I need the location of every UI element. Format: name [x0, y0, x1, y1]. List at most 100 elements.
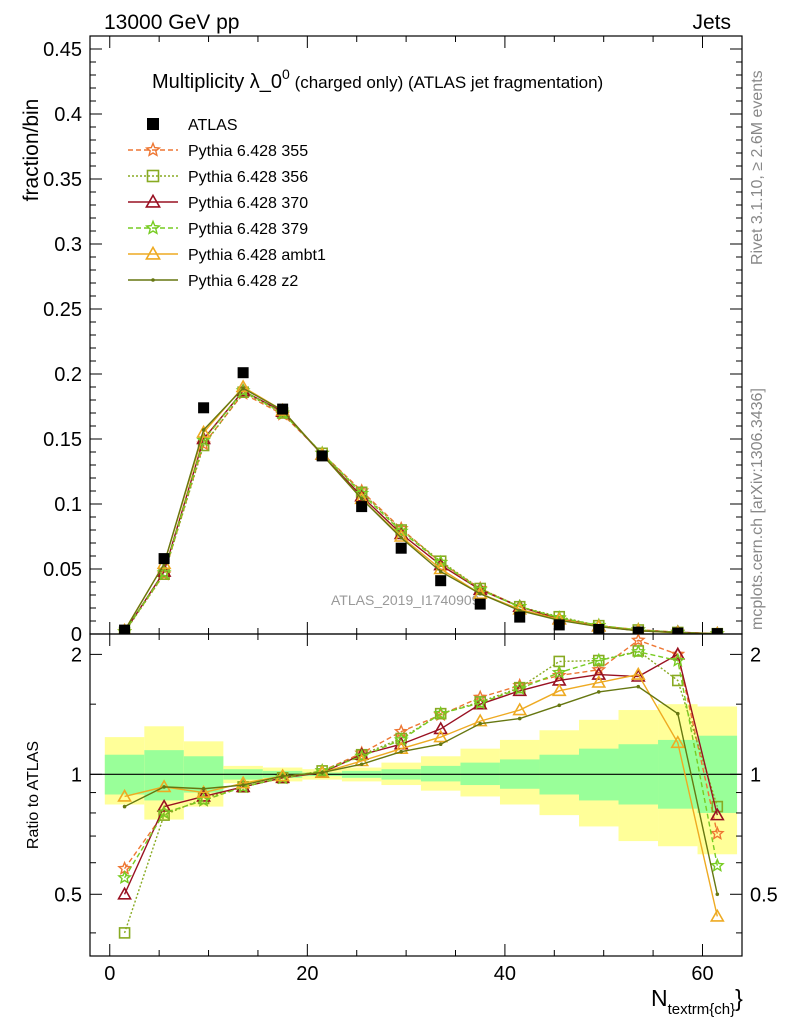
ratio-series-marker [433, 705, 449, 720]
ratio-series-marker [117, 869, 133, 885]
legend-entry: Pythia 6.428 355 [128, 141, 308, 160]
ratio-ytick-label-right: 0.5 [750, 884, 778, 906]
ratio-series-line [123, 653, 718, 895]
atlas-data-point [316, 450, 328, 462]
legend: ATLAS Pythia 6.428 355 Pythia 6.428 356 Pyt… [128, 117, 326, 290]
ratio-series-marker [709, 857, 725, 872]
ratio-series-marker [670, 652, 686, 667]
ratio-series-marker [472, 695, 488, 710]
watermark-label: ATLAS_2019_I1740909 [331, 592, 480, 608]
main-ytick-label: 0.4 [54, 104, 82, 126]
ratio-series-marker [196, 784, 211, 798]
ratio-series-marker [117, 886, 132, 900]
main-series-marker [472, 586, 488, 599]
legend-label: Pythia 6.428 355 [188, 143, 308, 160]
atlas-data-point [198, 402, 210, 414]
ratio-series-marker [359, 762, 364, 767]
legend-marker [147, 118, 159, 130]
ratio-ylabel: Ratio to ATLAS [25, 741, 42, 849]
ratio-series-marker [156, 798, 172, 812]
main-series-marker [196, 432, 212, 447]
main-series-atlas [119, 367, 723, 634]
ratio-series-marker [354, 748, 370, 763]
atlas-data-point [435, 575, 447, 587]
legend-entry: ATLAS [147, 117, 238, 134]
main-series-marker [196, 424, 211, 438]
ratio-series-marker [551, 683, 567, 697]
x-axis-label-sub: textrm{ch} [668, 1001, 736, 1018]
ratio-series-marker [670, 735, 686, 749]
atlas-data-point [395, 542, 407, 554]
main-series-marker [359, 497, 364, 501]
ratio-frame [89, 633, 743, 957]
main-ylabel: fraction/bin [20, 99, 43, 202]
main-ytick-label: 0.35 [43, 169, 82, 191]
main-ytick-label: 0.25 [43, 299, 82, 321]
ratio-series-marker [472, 713, 488, 727]
ratio-series-marker [630, 643, 646, 659]
legend-label: ATLAS [188, 117, 238, 134]
ratio-ytick-label-left: 1 [71, 764, 82, 786]
ratio-series-marker [162, 785, 166, 789]
main-series-marker [235, 379, 251, 393]
main-series-layer [117, 367, 725, 634]
main-ytick-label: 0 [71, 624, 82, 646]
ratio-uncertainty-bands [90, 704, 742, 855]
ratio-series-marker [591, 661, 607, 677]
ratio-series-marker [551, 664, 567, 680]
ratio-series-marker [709, 825, 725, 840]
xtick-label: 60 [691, 963, 713, 985]
ratio-series-marker [472, 689, 488, 704]
ratio-series-marker [630, 666, 646, 680]
ratio-series-marker [156, 779, 172, 793]
atlas-data-point [474, 598, 486, 610]
green-band-bin [420, 765, 461, 782]
ratio-panel: 0.5 0.51 12 20 20 40 60 Ratio to ATLAS Ntextrm… [25, 633, 778, 1018]
main-series-marker [399, 536, 403, 540]
ratio-series-pythia-6-428-379 [117, 643, 725, 885]
ratio-series-marker [557, 703, 562, 708]
ratio-series-marker [591, 666, 607, 680]
legend-label: Pythia 6.428 356 [188, 169, 308, 186]
ratio-axis-ticks: 0.5 0.51 12 20 20 40 60 [54, 634, 778, 985]
plot-title-suffix: (charged only) (ATLAS jet fragmentation) [290, 73, 603, 92]
ratio-series-marker [671, 674, 684, 687]
legend-marker [145, 193, 161, 208]
mcplots-label: mcplots.cern.ch [arXiv:1306.3436] [749, 388, 766, 630]
header-energy-label: 13000 GeV pp [104, 11, 239, 34]
main-series-marker [438, 569, 443, 574]
ratio-series-marker [517, 716, 522, 721]
main-series-line [123, 389, 718, 634]
atlas-data-point [553, 619, 565, 631]
main-series-marker [433, 554, 449, 569]
legend-entry: Pythia 6.428 z2 [128, 273, 298, 290]
ratio-series-pythia-6-428-z2 [122, 684, 720, 897]
ratio-series-marker [512, 702, 528, 716]
atlas-data-point [277, 403, 289, 415]
ratio-series-marker [117, 788, 132, 802]
legend-marker [145, 245, 161, 260]
main-series-marker [478, 591, 483, 596]
main-ytick-label: 0.05 [43, 559, 82, 581]
legend-label: Pythia 6.428 370 [188, 195, 308, 212]
main-series-marker [201, 428, 206, 432]
legend-marker [144, 141, 162, 157]
ratio-series-line [123, 651, 718, 879]
main-ytick-label: 0.15 [43, 429, 82, 451]
legend-marker [144, 219, 162, 235]
legend-entry: Pythia 6.428 356 [128, 169, 308, 186]
ratio-series-marker [201, 786, 206, 791]
main-ytick-label: 0.2 [54, 364, 82, 386]
xtick-label: 20 [296, 963, 318, 985]
main-ytick-label: 0.3 [54, 234, 82, 256]
main-ytick-label: 0.1 [54, 494, 82, 516]
x-axis-label: Ntextrm{ch}} [651, 985, 743, 1018]
ratio-series-marker [670, 646, 686, 660]
ratio-series-marker [591, 652, 607, 667]
atlas-data-point [119, 624, 131, 634]
main-series-line [123, 387, 718, 634]
main-axis-ticks: 0 0.05 0.1 0.15 0.2 0.25 0.3 0.35 0.4 0.45 [43, 36, 742, 646]
legend-entry: Pythia 6.428 379 [128, 219, 308, 238]
atlas-data-point [158, 553, 170, 565]
